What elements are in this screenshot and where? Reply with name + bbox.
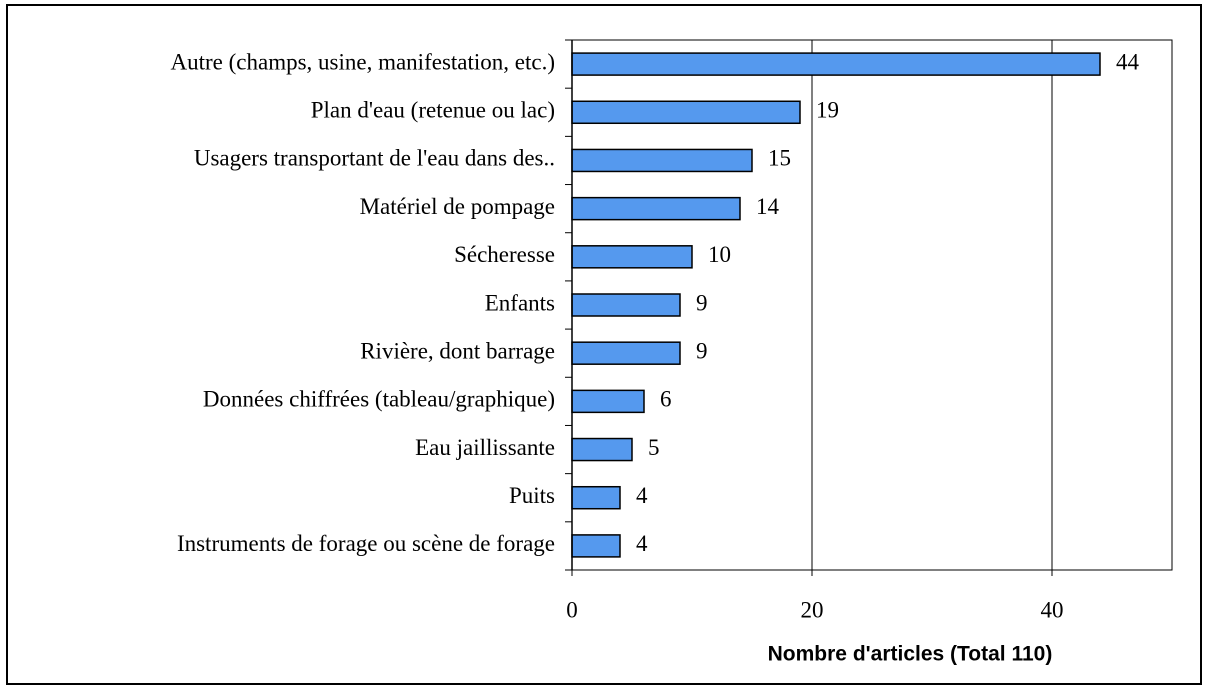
bar xyxy=(571,245,693,269)
y-tick-label: Usagers transportant de l'eau dans des.. xyxy=(194,146,555,171)
y-tick-label: Puits xyxy=(509,483,555,508)
y-tick-label: Eau jaillissante xyxy=(415,435,555,460)
y-tick-label: Enfants xyxy=(485,290,555,315)
bar xyxy=(571,100,801,125)
value-label: 19 xyxy=(816,98,839,123)
value-label: 4 xyxy=(636,483,648,508)
x-tick-label: 20 xyxy=(801,597,824,622)
y-tick-label: Sécheresse xyxy=(454,242,555,267)
value-label: 5 xyxy=(648,435,660,460)
x-axis-label: Nombre d'articles (Total 110) xyxy=(768,643,1053,666)
value-label: 4 xyxy=(636,531,648,556)
y-tick-label: Plan d'eau (retenue ou lac) xyxy=(311,98,555,123)
y-tick-label: Matériel de pompage xyxy=(360,194,555,219)
bar xyxy=(571,341,681,365)
value-label: 9 xyxy=(696,338,708,363)
value-label: 14 xyxy=(756,194,780,219)
value-label: 6 xyxy=(660,387,672,412)
bar xyxy=(571,437,633,462)
bar xyxy=(571,485,621,510)
value-label: 10 xyxy=(708,242,731,267)
y-tick-label: Rivière, dont barrage xyxy=(360,338,555,363)
y-tick-label: Données chiffrées (tableau/graphique) xyxy=(203,387,555,412)
bar xyxy=(571,534,621,558)
bar xyxy=(571,52,1101,76)
value-label: 44 xyxy=(1116,49,1140,74)
y-tick-label: Instruments de forage ou scène de forage xyxy=(177,531,555,556)
bar xyxy=(571,389,645,414)
x-tick-label: 40 xyxy=(1041,597,1064,622)
bar xyxy=(571,196,741,221)
value-label: 15 xyxy=(768,146,791,171)
bar xyxy=(571,148,753,173)
frame xyxy=(6,4,1202,685)
bar xyxy=(571,293,681,317)
x-tick-label: 0 xyxy=(566,597,578,622)
value-label: 9 xyxy=(696,290,708,315)
y-tick-label: Autre (champs, usine, manifestation, etc… xyxy=(171,49,556,74)
